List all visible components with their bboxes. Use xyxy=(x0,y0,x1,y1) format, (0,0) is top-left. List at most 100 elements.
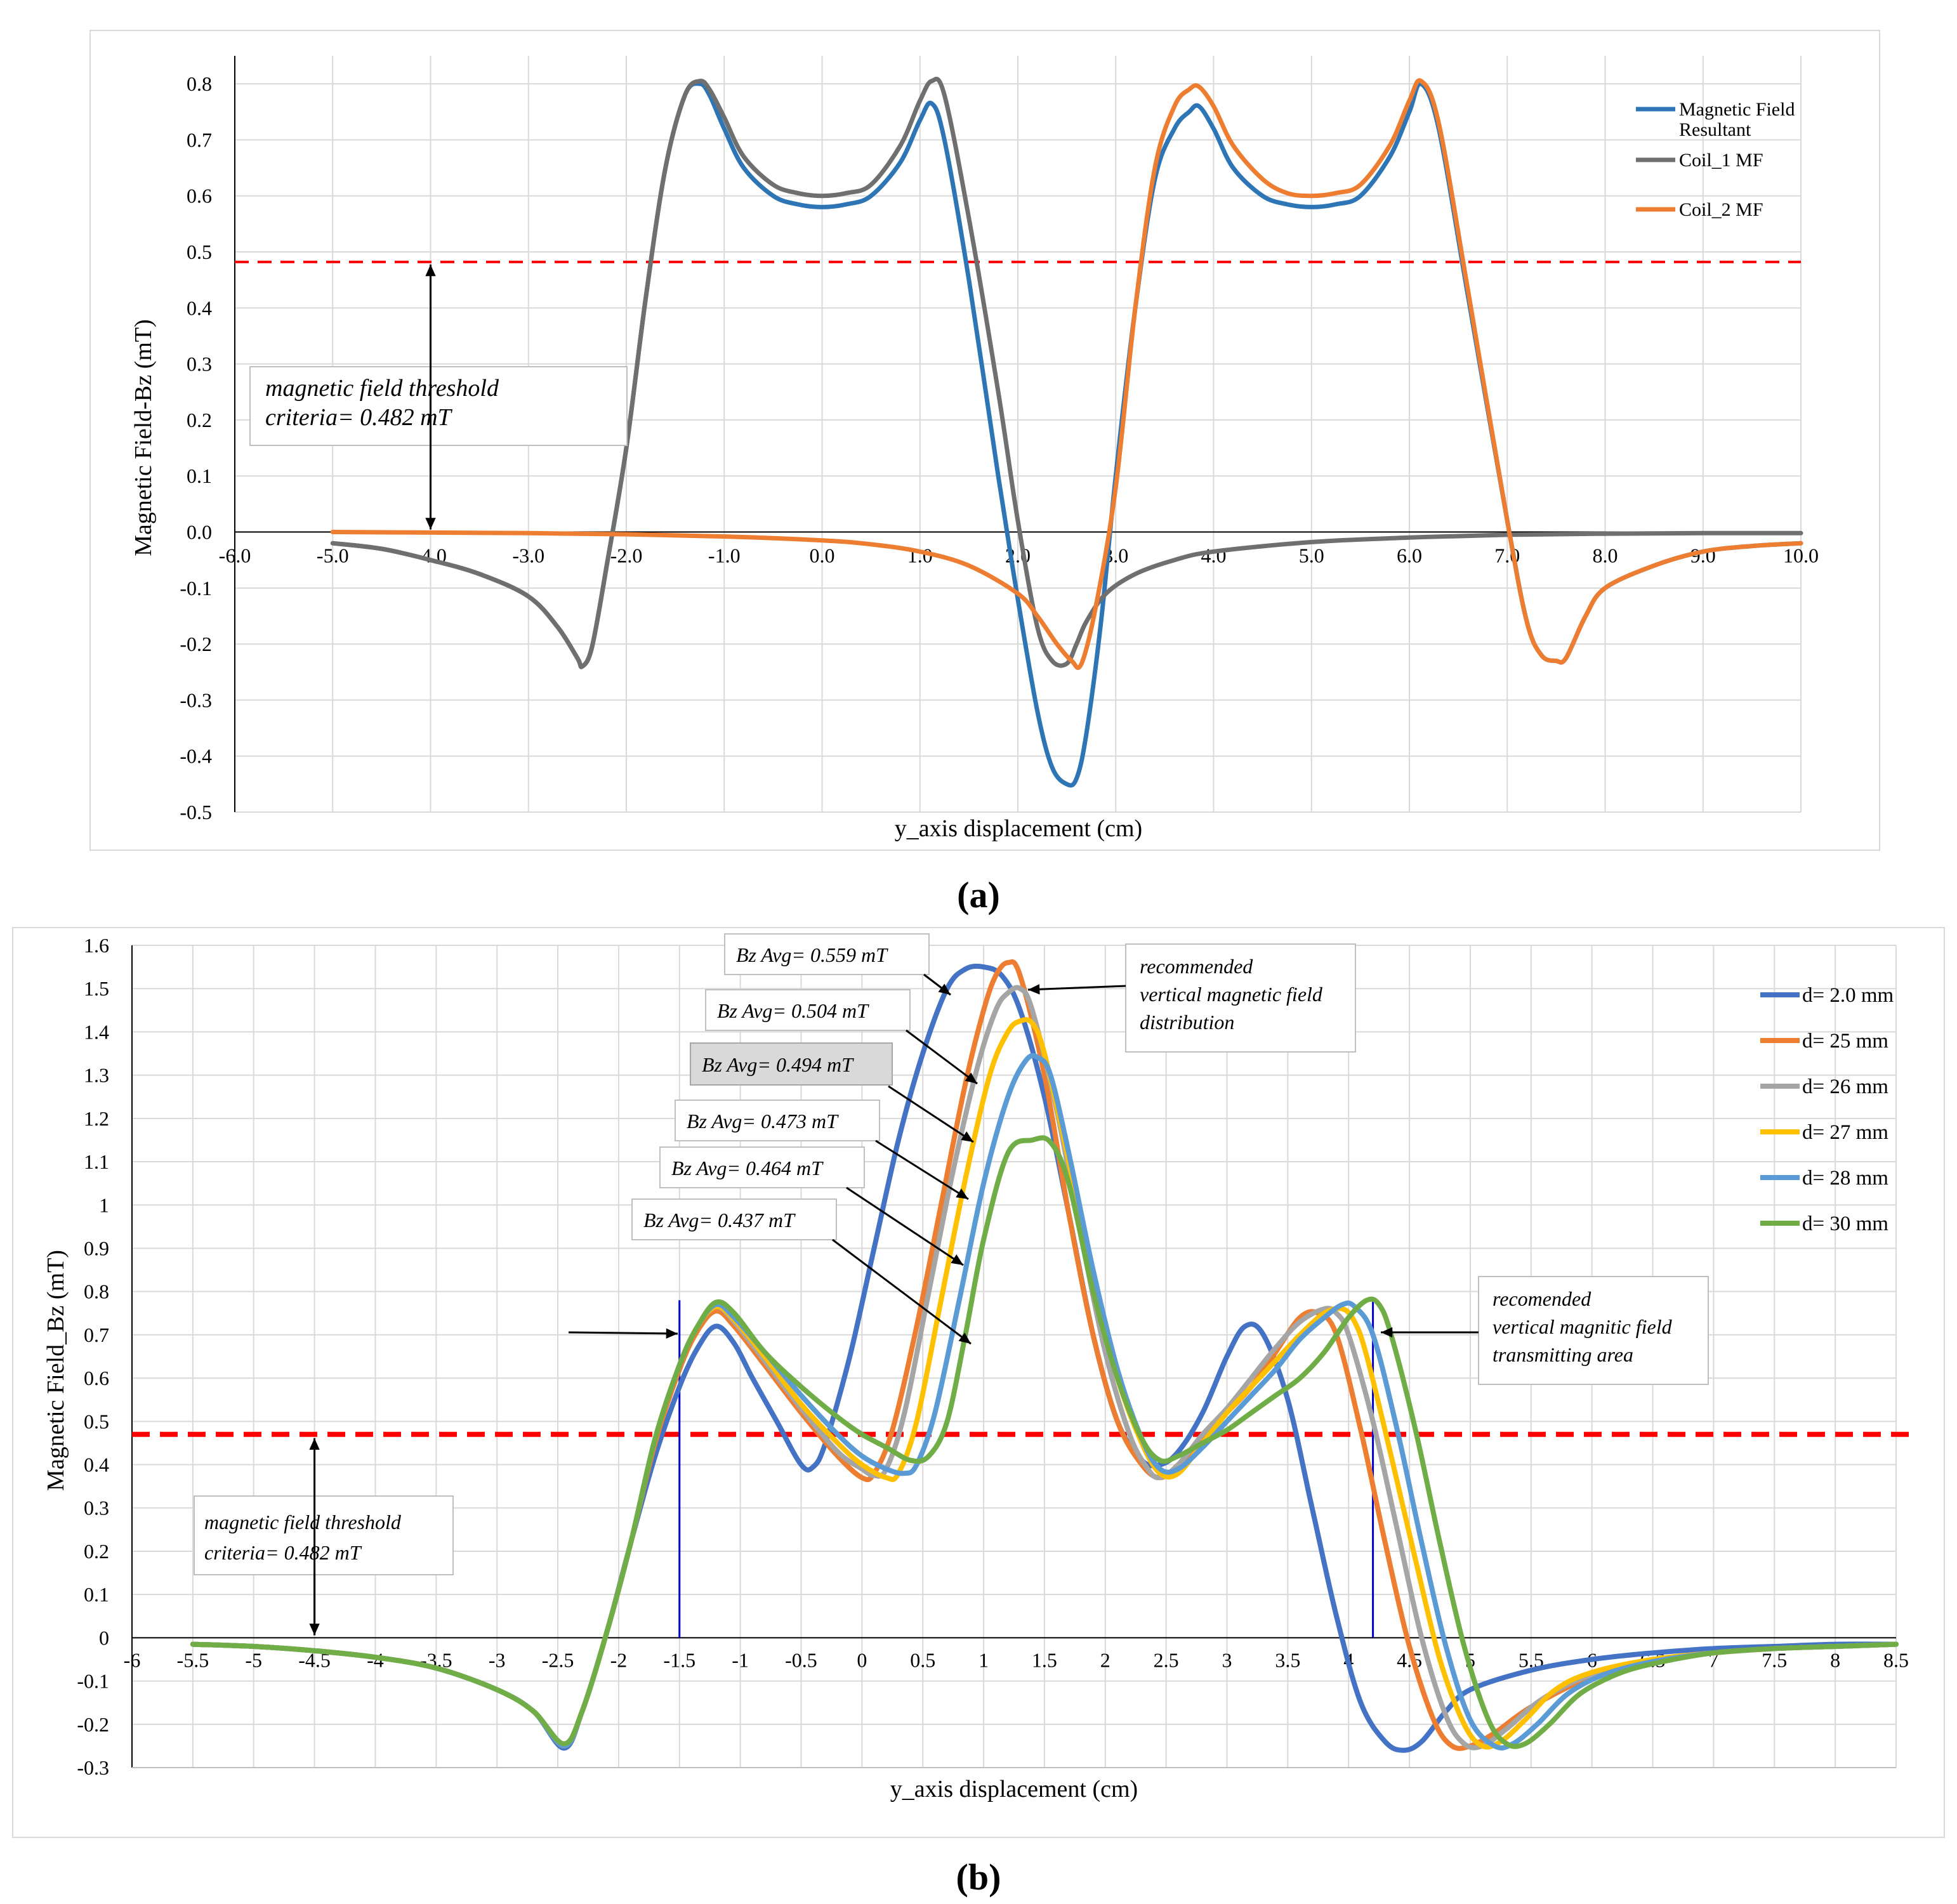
b-x-tick-label: -2.5 xyxy=(542,1648,574,1671)
b-x-tick-label: 1 xyxy=(978,1648,989,1671)
b-x-tick-label: 0 xyxy=(857,1648,867,1671)
avg-box-1 xyxy=(705,989,911,1031)
avg-box-4 xyxy=(659,1146,865,1188)
chart-a-legend: Magnetic Field Resultant Coil_1 MF Coil_… xyxy=(1636,99,1795,220)
chart-b-threshold-note: magnetic field threshold criteria= 0.482… xyxy=(194,1495,454,1575)
chart-a-tick-labels: -6.0 -5.0 -4.0 -3.0 -2.0 -1.0 0.0 1.0 2.0 3.0 4.0 5… xyxy=(180,72,1819,824)
chart-a-annotation-line2: criteria= 0.482 mT xyxy=(265,404,453,431)
avg-box-2 xyxy=(690,1042,893,1086)
note-transmitting-box xyxy=(1478,1276,1709,1385)
legend-label-d27: d= 27 mm xyxy=(1802,1121,1888,1144)
panel-label-b: (b) xyxy=(956,1856,1001,1898)
chart-b-legend: d= 2.0 mm d= 25 mm d= 26 mm d= 27 mm d= … xyxy=(1760,984,1894,1235)
a-series-line-2 xyxy=(330,78,1803,670)
b-threshold-arrow-up-head xyxy=(309,1438,320,1450)
b-x-tick-label: -0.5 xyxy=(785,1648,817,1671)
a-y-tick-label: -0.2 xyxy=(180,633,212,655)
a-y-tick-label: -0.3 xyxy=(180,688,212,711)
b-x-tick-label: 3 xyxy=(1222,1648,1232,1671)
b-y-tick-label: 1.3 xyxy=(84,1064,109,1087)
chart-b-threshold-note-box xyxy=(194,1495,454,1575)
b-arrow-avg-3 xyxy=(875,1139,969,1200)
chart-a-x-axis-label: y_axis displacement (cm) xyxy=(895,815,1142,842)
a-x-tick-label: 4.0 xyxy=(1201,544,1227,567)
a-x-tick-label: -5.0 xyxy=(317,544,349,567)
chart-b-arrows xyxy=(309,973,1479,1636)
avg-label-3: Bz Avg= 0.473 mT xyxy=(687,1110,839,1133)
a-y-tick-label: 0.6 xyxy=(187,185,212,207)
chart-b-note-transmitting: recomended vertical magnitic field trans… xyxy=(1478,1276,1709,1385)
b-y-tick-label: 1.4 xyxy=(84,1020,109,1043)
b-series-line-5 xyxy=(190,1135,1899,1749)
chart-b-markers xyxy=(678,1300,1374,1638)
a-threshold-arrow-line-head xyxy=(425,518,436,530)
chart-b-threshold-note-line1: magnetic field threshold xyxy=(204,1511,402,1533)
b-x-tick-label: 3.5 xyxy=(1275,1648,1300,1671)
avg-box-5 xyxy=(631,1198,837,1240)
a-y-tick-label: 0.8 xyxy=(187,72,212,95)
a-y-tick-label: 0.5 xyxy=(187,240,212,263)
b-arrow-avg-1-head xyxy=(965,1072,977,1084)
chart-b-note-distribution: recommended vertical magnetic field dist… xyxy=(1125,943,1356,1053)
a-x-tick-label: 8.0 xyxy=(1593,544,1618,567)
note-transmitting-line3: transmitting area xyxy=(1492,1343,1633,1366)
a-series-line-1 xyxy=(330,77,1803,669)
chart-a-y-axis-label: Magnetic Field-Bz (mT) xyxy=(130,319,157,556)
b-arrow-avg-3-head xyxy=(956,1188,968,1199)
b-x-tick-label: 8 xyxy=(1830,1648,1840,1671)
a-x-tick-label: 0.0 xyxy=(810,544,835,567)
b-y-tick-label: 0.9 xyxy=(84,1237,109,1259)
b-y-tick-label: 0.7 xyxy=(84,1323,109,1346)
a-y-tick-label: 0.4 xyxy=(187,296,212,319)
chart-a-annotation-line1: magnetic field threshold xyxy=(265,375,499,402)
b-arrow-avg-5 xyxy=(832,1238,972,1345)
a-x-tick-label: -1.0 xyxy=(708,544,741,567)
b-arrow-avg-0-head xyxy=(938,983,951,995)
chart-b-avg-labels: Bz Avg= 0.559 mT Bz Avg= 0.504 mT Bz Avg… xyxy=(631,933,930,1240)
a-x-tick-label: -6.0 xyxy=(219,544,251,567)
chart-a: -6.0 -5.0 -4.0 -3.0 -2.0 -1.0 0.0 1.0 2.0 3.0 4.0 5… xyxy=(89,30,1880,851)
b-y-tick-label: 0.8 xyxy=(84,1280,109,1303)
chart-a-annotation: magnetic field threshold criteria= 0.482… xyxy=(249,366,628,446)
b-arrow-note-distribution xyxy=(1027,985,1126,991)
b-y-tick-label: -0.2 xyxy=(77,1713,109,1736)
a-y-tick-label: 0.7 xyxy=(187,128,212,151)
a-x-tick-label: 6.0 xyxy=(1397,544,1422,567)
b-y-tick-label: 0.3 xyxy=(84,1497,109,1520)
b-x-tick-label: -1.5 xyxy=(663,1648,695,1671)
a-y-tick-label: -0.5 xyxy=(180,801,212,824)
b-x-tick-label: -5.5 xyxy=(177,1648,209,1671)
b-arrow-avg-2-head xyxy=(961,1131,973,1142)
legend-label-d30: d= 30 mm xyxy=(1802,1212,1888,1235)
b-x-tick-label: -1 xyxy=(732,1648,749,1671)
note-distribution-line3: distribution xyxy=(1140,1011,1234,1034)
b-y-tick-label: 0.6 xyxy=(84,1367,109,1389)
b-arrow-left-marker xyxy=(568,1331,678,1335)
avg-label-1: Bz Avg= 0.504 mT xyxy=(717,999,869,1022)
avg-label-2: Bz Avg= 0.494 mT xyxy=(702,1053,854,1076)
note-distribution-line2: vertical magnetic field xyxy=(1140,983,1323,1006)
b-x-tick-label: -6 xyxy=(124,1648,141,1671)
b-x-tick-label: -5 xyxy=(245,1648,262,1671)
b-arrow-avg-1 xyxy=(906,1029,978,1085)
b-arrow-avg-5-head xyxy=(958,1332,971,1344)
chart-a-series xyxy=(330,77,1803,788)
b-y-tick-label: 0.5 xyxy=(84,1410,109,1433)
legend-label-coil2: Coil_2 MF xyxy=(1679,199,1763,220)
legend-label-d25: d= 25 mm xyxy=(1802,1030,1888,1053)
a-y-tick-label: 0.0 xyxy=(187,521,212,544)
a-x-tick-label: 10.0 xyxy=(1783,544,1819,567)
a-threshold-arrow-line-head-start xyxy=(425,264,436,277)
chart-b-y-axis-label: Magnetic Field_Bz (mT) xyxy=(43,1250,69,1491)
chart-b-frame xyxy=(12,927,1945,1838)
b-y-tick-label: -0.1 xyxy=(77,1670,109,1693)
b-y-tick-label: 1.6 xyxy=(84,934,109,957)
b-y-tick-label: 1.1 xyxy=(84,1150,109,1173)
a-x-tick-label: -2.0 xyxy=(610,544,643,567)
avg-label-4: Bz Avg= 0.464 mT xyxy=(671,1157,824,1179)
b-x-tick-label: 8.5 xyxy=(1883,1648,1909,1671)
b-x-tick-label: 7.5 xyxy=(1762,1648,1787,1671)
note-distribution-line1: recommended xyxy=(1140,955,1253,978)
chart-b-threshold-note-line2: criteria= 0.482 mT xyxy=(204,1541,362,1564)
